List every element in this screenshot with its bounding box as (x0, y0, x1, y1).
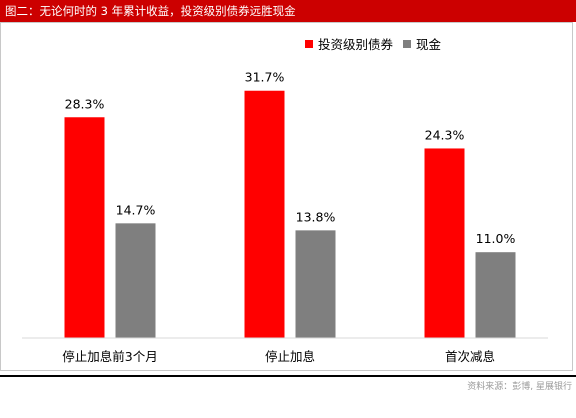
bottom-rule (0, 375, 576, 377)
legend-label-cash: 现金 (416, 37, 442, 52)
bar-bond-2 (424, 148, 465, 338)
legend-swatch-bond (305, 40, 313, 48)
legend-swatch-cash (403, 40, 411, 48)
bar-cash-1 (295, 230, 336, 338)
data-label-bond-1: 31.7% (245, 70, 285, 85)
x-tick-label-1: 停止加息 (265, 349, 315, 364)
source-note: 资料来源：彭博, 星展银行 (467, 382, 572, 392)
chart-frame (0, 22, 573, 371)
x-axis-labels: 停止加息前3个月 停止加息 首次减息 (62, 349, 495, 364)
bar-cash-2 (475, 252, 516, 338)
chart-caption: 图二：无论何时的 3 年累计收益，投资级别债券远胜现金 (5, 4, 296, 18)
data-label-cash-2: 11.0% (476, 231, 516, 246)
data-label-bond-0: 28.3% (65, 96, 105, 111)
data-label-cash-1: 13.8% (296, 209, 336, 224)
legend: 投资级别债券 现金 (305, 37, 442, 52)
x-tick-label-2: 首次减息 (445, 349, 495, 364)
bar-cash-0 (115, 223, 156, 338)
legend-label-bond: 投资级别债券 (318, 37, 394, 52)
x-tick-label-0: 停止加息前3个月 (62, 349, 157, 364)
bar-bond-1 (244, 90, 285, 339)
chart-header-bar: 图二：无论何时的 3 年累计收益，投资级别债券远胜现金 (0, 0, 576, 22)
data-label-cash-0: 14.7% (116, 202, 156, 217)
bar-group: 28.3% 14.7% 31.7% 13.8% 24.3% 11.0% (64, 70, 516, 339)
bar-bond-0 (64, 117, 105, 338)
data-label-bond-2: 24.3% (425, 127, 465, 142)
